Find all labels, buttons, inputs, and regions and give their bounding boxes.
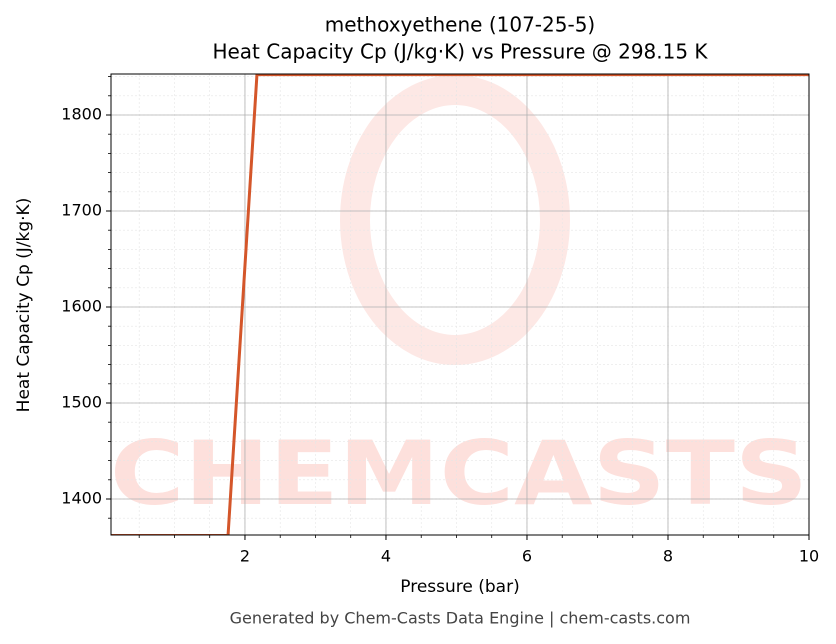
y-tick-label: 1500 [61,392,102,411]
x-axis-label: Pressure (bar) [400,577,519,597]
x-tick-label: 4 [381,547,391,566]
x-tick-label: 2 [240,547,250,566]
x-tick-label: 6 [522,547,532,566]
line-series [111,74,809,535]
chart-subtitle: Heat Capacity Cp (J/kg·K) vs Pressure @ … [212,40,708,64]
y-tick-label: 1400 [61,488,102,507]
plot-frame [110,73,810,536]
y-tick-label: 1700 [61,200,102,219]
x-tick-label: 10 [799,547,819,566]
y-tick-label: 1600 [61,296,102,315]
y-axis-label: Heat Capacity Cp (J/kg·K) [14,198,34,413]
watermark: CHEMCASTS [110,422,808,525]
y-tick-label: 1800 [61,104,102,123]
chart-title: methoxyethene (107-25-5) [325,13,595,37]
x-tick-label: 8 [663,547,673,566]
footer: Generated by Chem-Casts Data Engine | ch… [230,609,691,628]
watermark-logo [340,75,570,365]
